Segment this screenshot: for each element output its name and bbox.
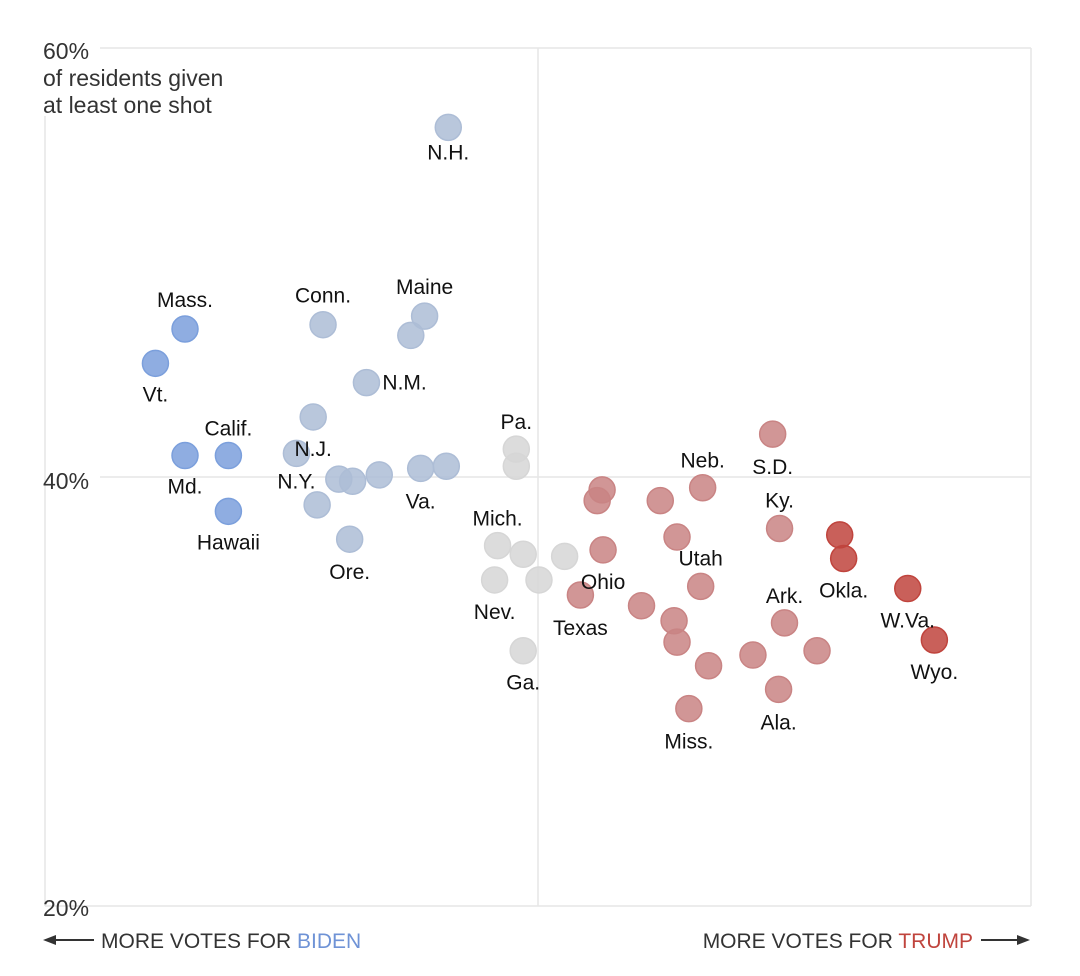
- point-md: [171, 441, 199, 470]
- point-ore: [335, 525, 364, 553]
- right-arrow-icon: [981, 935, 1030, 945]
- point-unlabeled-22: [509, 540, 537, 568]
- footer-left-prefix: MORE VOTES FOR: [101, 930, 297, 953]
- footer-biden: BIDEN: [297, 930, 361, 953]
- point-ala: [764, 675, 793, 704]
- point-w-va: [894, 574, 922, 603]
- point-n-h: [434, 113, 463, 142]
- point-label: Miss.: [664, 731, 713, 754]
- point-ohio: [589, 536, 617, 564]
- y-axis: 60% of residents given at least one shot…: [43, 38, 223, 921]
- point-vt: [141, 349, 170, 378]
- point-unlabeled-16: [432, 452, 461, 481]
- point-unlabeled-28: [583, 486, 611, 515]
- point-texas: [566, 581, 595, 609]
- point-hawaii: [214, 497, 243, 526]
- point-label: Pa.: [501, 411, 533, 434]
- point-unlabeled-17: [303, 491, 331, 519]
- point-unlabeled-13: [338, 467, 367, 496]
- point-n-m: [352, 368, 381, 397]
- point-unlabeled-46: [825, 521, 854, 549]
- point-label: Okla.: [819, 580, 868, 603]
- point-maine: [410, 302, 439, 330]
- point-label: Ala.: [760, 711, 796, 734]
- point-label: N.M.: [382, 372, 426, 395]
- point-unlabeled-14: [365, 461, 394, 489]
- point-calif: [214, 441, 243, 470]
- point-nev: [480, 566, 509, 594]
- footer-left: MORE VOTES FOR BIDEN: [101, 930, 361, 953]
- point-label: Ark.: [766, 585, 803, 608]
- point-wyo: [920, 626, 949, 654]
- point-unlabeled-25: [525, 566, 553, 594]
- point-label: Maine: [396, 276, 453, 299]
- point-unlabeled-8: [397, 321, 425, 350]
- point-ga: [509, 636, 537, 665]
- point-label: Conn.: [295, 285, 351, 308]
- point-okla: [829, 544, 858, 573]
- point-miss: [675, 694, 703, 723]
- point-label: Mich.: [472, 508, 522, 531]
- point-label: Hawaii: [197, 531, 260, 554]
- point-label: Neb.: [680, 450, 724, 473]
- y-axis-label-line-1: of residents given: [43, 65, 223, 91]
- point-unlabeled-44: [803, 636, 831, 665]
- footer-right-prefix: MORE VOTES FOR: [703, 930, 899, 953]
- y-tick-label-60: 60%: [43, 38, 89, 64]
- point-label: Calif.: [204, 418, 252, 441]
- point-label: N.H.: [427, 141, 469, 164]
- point-va: [406, 454, 435, 483]
- point-label: Va.: [406, 490, 436, 513]
- point-label: N.J.: [295, 438, 332, 461]
- point-labels: N.H. Mass. Vt. Calif. Md. Hawaii Conn. Maine N.M…: [143, 141, 959, 753]
- footer-arrows: MORE VOTES FOR BIDEN MORE VOTES FOR TRUM…: [43, 930, 1030, 953]
- point-label: Md.: [168, 476, 203, 499]
- point-label: Ore.: [329, 561, 370, 584]
- point-label: N.Y.: [277, 470, 315, 493]
- point-label: Mass.: [157, 289, 213, 312]
- point-neb: [688, 473, 717, 502]
- point-label: Nev.: [474, 601, 516, 624]
- point-n-j: [299, 403, 327, 431]
- point-label: Utah: [679, 547, 723, 570]
- point-conn: [309, 310, 337, 339]
- point-utah: [686, 572, 715, 601]
- point-mich: [483, 531, 512, 560]
- point-s-d: [758, 420, 787, 448]
- footer-right: MORE VOTES FOR TRUMP: [703, 930, 973, 953]
- y-axis-label-line-2: at least one shot: [43, 92, 212, 118]
- point-label: Vt.: [143, 383, 169, 406]
- point-label: S.D.: [752, 456, 793, 479]
- footer-trump: TRUMP: [898, 930, 973, 953]
- point-ky: [765, 514, 794, 543]
- point-label: Ohio: [581, 571, 625, 594]
- point-unlabeled-40: [739, 641, 767, 669]
- left-arrow-icon: [43, 935, 94, 945]
- point-unlabeled-23: [550, 542, 579, 571]
- point-label: Ky.: [765, 489, 794, 512]
- point-ark: [770, 609, 799, 637]
- point-unlabeled-20: [502, 452, 531, 481]
- point-label: Ga.: [506, 672, 540, 695]
- point-mass: [171, 315, 199, 343]
- y-tick-label-20: 20%: [43, 895, 89, 921]
- points: [141, 113, 949, 723]
- grid: [44, 47, 1032, 907]
- y-tick-label-40: 40%: [43, 468, 89, 494]
- point-n-y: [282, 439, 311, 468]
- point-unlabeled-31: [627, 591, 656, 620]
- point-unlabeled-38: [694, 652, 723, 680]
- point-unlabeled-37: [663, 628, 691, 656]
- point-label: Wyo.: [911, 661, 959, 684]
- point-label: W.Va.: [881, 610, 935, 633]
- point-label: Texas: [553, 617, 608, 640]
- point-unlabeled-32: [646, 486, 675, 515]
- point-unlabeled-33: [663, 523, 691, 551]
